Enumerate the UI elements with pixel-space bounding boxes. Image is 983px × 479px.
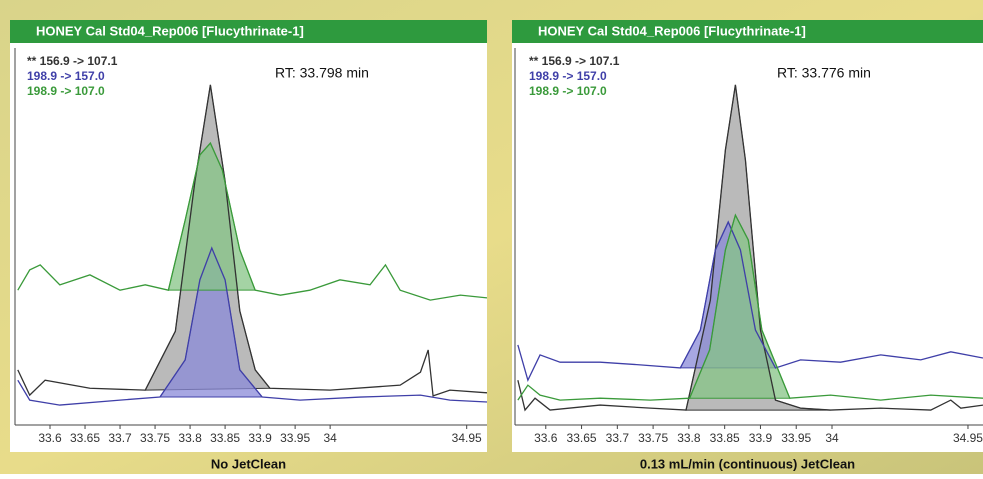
x-tick-label: 33.8 bbox=[677, 431, 701, 445]
header-bar bbox=[512, 20, 983, 43]
legend-entry: 198.9 -> 157.0 bbox=[529, 69, 607, 83]
x-tick-label: 33.85 bbox=[710, 431, 740, 445]
x-tick-label: 33.6 bbox=[534, 431, 558, 445]
legend-entry: 198.9 -> 107.0 bbox=[529, 84, 607, 98]
x-tick-label: 34.95 bbox=[452, 431, 482, 445]
trace bbox=[517, 220, 983, 383]
x-tick-label: 33.95 bbox=[280, 431, 310, 445]
x-tick-label: 33.75 bbox=[638, 431, 668, 445]
legend-entry: 198.9 -> 157.0 bbox=[27, 69, 105, 83]
trace bbox=[17, 84, 488, 397]
x-tick-label: 33.85 bbox=[210, 431, 240, 445]
x-tick-label: 33.7 bbox=[606, 431, 630, 445]
x-tick-label: 33.7 bbox=[108, 431, 132, 445]
trace bbox=[17, 246, 488, 406]
x-tick-label: 33.6 bbox=[38, 431, 62, 445]
x-tick-label: 34 bbox=[825, 431, 839, 445]
caption: No JetClean bbox=[211, 456, 286, 471]
trace bbox=[17, 141, 488, 301]
x-tick-label: 34.95 bbox=[953, 431, 983, 445]
trace bbox=[517, 213, 983, 401]
x-tick-label: 33.95 bbox=[781, 431, 811, 445]
x-tick-label: 33.8 bbox=[178, 431, 202, 445]
panel-title: HONEY Cal Std04_Rep006 [Flucythrinate-1] bbox=[36, 23, 304, 38]
header-bar bbox=[10, 20, 487, 43]
panel-title: HONEY Cal Std04_Rep006 [Flucythrinate-1] bbox=[538, 23, 806, 38]
retention-time: RT: 33.798 min bbox=[275, 65, 369, 81]
legend-entry: ** 156.9 -> 107.1 bbox=[27, 54, 118, 68]
x-tick-label: 33.65 bbox=[70, 431, 100, 445]
x-tick-label: 33.65 bbox=[567, 431, 597, 445]
legend-entry: ** 156.9 -> 107.1 bbox=[529, 54, 620, 68]
caption: 0.13 mL/min (continuous) JetClean bbox=[640, 456, 855, 471]
x-tick-label: 33.75 bbox=[140, 431, 170, 445]
x-tick-label: 34 bbox=[323, 431, 337, 445]
retention-time: RT: 33.776 min bbox=[777, 65, 871, 81]
x-tick-label: 33.9 bbox=[749, 431, 773, 445]
trace bbox=[517, 84, 983, 412]
x-tick-label: 33.9 bbox=[248, 431, 272, 445]
legend-entry: 198.9 -> 107.0 bbox=[27, 84, 105, 98]
